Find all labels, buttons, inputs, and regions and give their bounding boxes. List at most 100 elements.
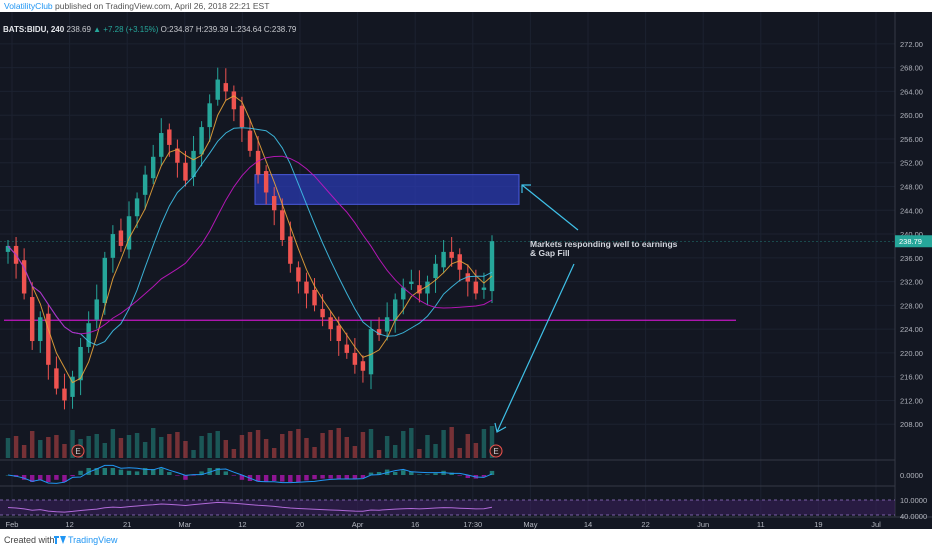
- macd-bar: [352, 475, 358, 479]
- earnings-marker-label: E: [493, 447, 498, 456]
- candle: [175, 148, 180, 163]
- volume-bar: [457, 448, 462, 458]
- price-tick-label: 224.00: [900, 325, 923, 334]
- chart-area[interactable]: E E 272.00 268.00 264.00 260.00 256.00 252.00 24…: [0, 12, 932, 529]
- candle: [110, 234, 116, 258]
- volume-bar: [207, 433, 212, 458]
- volume-bar: [86, 436, 91, 458]
- macd-bar: [368, 472, 374, 475]
- volume-bar: [239, 435, 245, 458]
- volume-bar: [13, 436, 19, 458]
- macd-bar: [457, 475, 462, 476]
- volume-bar: [175, 432, 180, 458]
- candle: [46, 313, 51, 365]
- candle: [118, 230, 124, 246]
- time-tick-label: 19: [814, 520, 822, 529]
- volume-bar: [102, 443, 108, 458]
- low-value: L:234.64: [230, 25, 262, 34]
- candle: [150, 156, 156, 179]
- time-tick-label: 11: [757, 520, 765, 529]
- time-tick-label: 14: [584, 520, 592, 529]
- candle: [425, 281, 430, 294]
- candle: [280, 210, 285, 240]
- candle: [199, 127, 204, 155]
- volume-bar: [247, 432, 253, 458]
- high-value: H:239.39: [195, 25, 229, 34]
- candle: [465, 273, 471, 282]
- annotation-text: & Gap Fill: [530, 248, 570, 258]
- candle: [263, 171, 269, 193]
- price-tick-label: 232.00: [900, 278, 923, 287]
- rsi-tick-label: 40.0000: [900, 512, 927, 521]
- created-with-text: Created with: [4, 535, 55, 545]
- macd-bar: [78, 470, 83, 475]
- price-tick-label: 256.00: [900, 135, 923, 144]
- earnings-marker-label: E: [75, 447, 80, 456]
- candle: [384, 317, 390, 332]
- ma-slow-line: [7, 155, 493, 335]
- candle: [336, 325, 341, 342]
- candle: [271, 196, 277, 211]
- volume-bar: [401, 431, 406, 458]
- candle: [5, 245, 11, 252]
- volume-bar: [425, 435, 430, 458]
- tradingview-brand[interactable]: TradingView: [68, 535, 118, 545]
- macd-bar: [199, 471, 204, 475]
- volume-bar: [320, 433, 325, 458]
- annotation-arrow-lower: [496, 263, 575, 433]
- candle: [376, 329, 382, 336]
- macd-bar: [433, 473, 438, 475]
- time-tick-label: 16: [411, 520, 419, 529]
- volume-bar: [134, 433, 140, 458]
- volume-bar: [409, 428, 414, 458]
- price-chart[interactable]: E E 272.00 268.00 264.00 260.00 256.00 252.00 24…: [0, 12, 932, 529]
- volume-bar: [288, 431, 293, 458]
- volume-bar: [296, 429, 301, 458]
- macd-bar: [320, 475, 325, 479]
- price-tick-label: 268.00: [900, 64, 923, 73]
- macd-bar: [465, 475, 471, 478]
- macd-bar: [183, 475, 188, 480]
- time-tick-label: Apr: [352, 520, 364, 529]
- volume-bar: [473, 443, 479, 458]
- macd-bar: [38, 475, 43, 481]
- macd-bar: [191, 475, 196, 476]
- candle: [21, 260, 27, 294]
- symbol-name: BATS:BIDU, 240: [3, 25, 65, 34]
- time-tick-label: 17:30: [463, 520, 482, 529]
- volume-bars: [5, 426, 495, 458]
- arrow-head-icon: [521, 184, 531, 193]
- candle: [489, 241, 495, 292]
- macd-bar: [304, 475, 309, 481]
- candle: [159, 133, 164, 157]
- candle: [142, 174, 148, 195]
- macd-bar: [328, 475, 333, 479]
- volume-bar: [215, 431, 220, 458]
- volume-bar: [70, 430, 75, 458]
- candle: [215, 79, 220, 100]
- candle: [481, 287, 487, 290]
- publish-header: VolatilityClub published on TradingView.…: [0, 0, 932, 12]
- volume-bar: [29, 431, 35, 458]
- time-tick-label: May: [523, 520, 537, 529]
- macd-bar: [344, 475, 350, 479]
- last-price-label: 238.79: [899, 237, 922, 246]
- macd-bar: [102, 468, 108, 475]
- macd-bar: [70, 475, 75, 477]
- candle: [473, 281, 479, 294]
- macd-bar: [489, 470, 495, 475]
- macd-bar: [271, 475, 277, 481]
- volume-bar: [110, 429, 116, 458]
- macd-bar: [86, 468, 91, 475]
- macd-bar: [481, 475, 487, 477]
- price-tick-label: 220.00: [900, 349, 923, 358]
- price-tick-label: 208.00: [900, 420, 923, 429]
- macd-bar: [401, 470, 406, 475]
- candle: [344, 344, 350, 353]
- candle: [54, 368, 59, 389]
- volume-bar: [118, 438, 124, 458]
- price-tick-label: 240.00: [900, 230, 923, 239]
- candle: [296, 267, 301, 282]
- volume-bar: [255, 430, 261, 458]
- author-link[interactable]: VolatilityClub: [4, 1, 53, 11]
